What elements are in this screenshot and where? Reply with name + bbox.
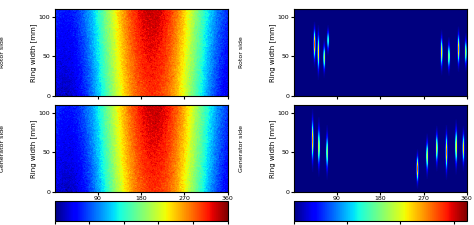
Y-axis label: Ring width [mm]: Ring width [mm] xyxy=(270,119,276,178)
Text: Rotor side: Rotor side xyxy=(239,36,244,68)
Text: Generator side: Generator side xyxy=(239,125,244,172)
Text: Generator side: Generator side xyxy=(0,125,5,172)
Y-axis label: Ring width [mm]: Ring width [mm] xyxy=(31,119,37,178)
Text: Rotor side: Rotor side xyxy=(0,36,5,68)
X-axis label: Ring circumference [°]: Ring circumference [°] xyxy=(101,202,181,210)
X-axis label: Ring circumference [°]: Ring circumference [°] xyxy=(341,202,420,210)
Y-axis label: Ring width [mm]: Ring width [mm] xyxy=(31,23,37,81)
Y-axis label: Ring width [mm]: Ring width [mm] xyxy=(270,23,276,81)
